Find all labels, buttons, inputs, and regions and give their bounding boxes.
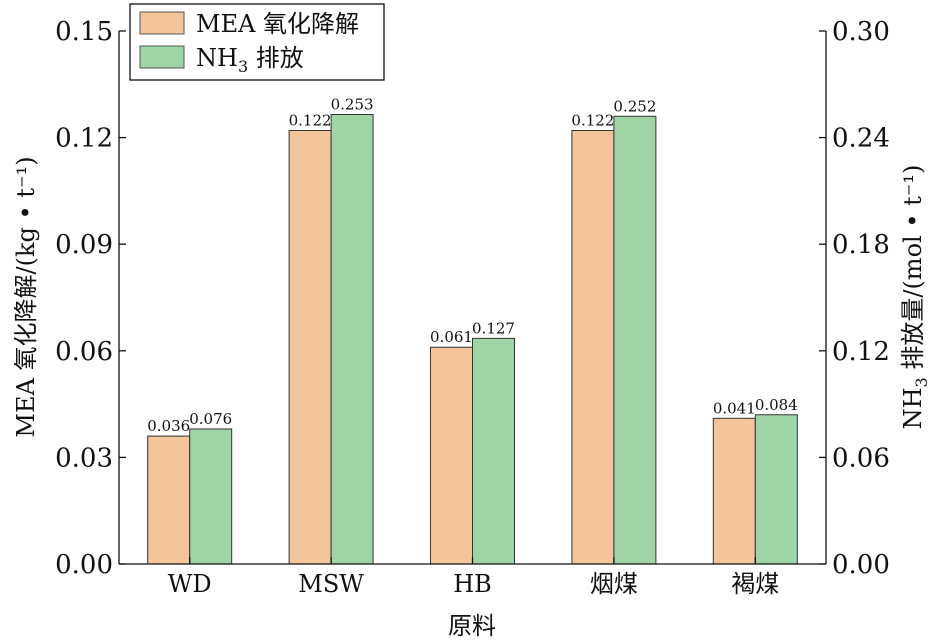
data-label-mea: 0.036 [147,417,190,435]
right-tick-label: 0.00 [832,550,890,580]
left-tick-label: 0.09 [55,230,113,260]
legend-label-nh3: NH3 排放 [196,44,304,76]
left-tick-label: 0.12 [55,124,113,154]
bar-mea [430,346,473,565]
bar-nh3 [189,428,233,565]
legend-label-mea: MEA 氧化降解 [196,10,359,38]
left-tick-label: 0.00 [55,550,113,580]
bar-mea [712,417,756,565]
left-tick-label: 0.03 [55,443,113,473]
data-label-nh3: 0.076 [189,410,232,428]
left-tick-label: 0.15 [55,17,113,47]
right-axis-title: NH3 排放量/(mol • t⁻¹) [899,165,931,430]
x-tick-label: 烟煤 [590,570,638,598]
bar-nh3 [472,337,515,565]
bar-mea [147,435,191,565]
data-label-nh3: 0.253 [331,96,374,114]
right-axis-title-prefix: NH [899,387,927,429]
x-tick-label: MSW [298,570,364,598]
bar-mea [571,129,615,565]
right-tick-label: 0.06 [832,443,890,473]
data-label-nh3: 0.084 [755,396,798,414]
data-label-mea: 0.122 [571,111,614,129]
left-tick-label: 0.06 [55,337,113,367]
right-axis-title-suffix: 排放量/(mol • t⁻¹) [899,165,927,378]
x-tick-label: HB [453,570,492,598]
legend: MEA 氧化降解 NH3 排放 [129,3,385,81]
right-tick-label: 0.18 [832,230,890,260]
data-label-nh3: 0.252 [613,97,656,115]
x-axis-ticks: WD MSW HB 烟煤 褐煤 [168,557,779,598]
left-axis-ticks: 0.00 0.03 0.06 0.09 0.12 0.15 [55,17,126,580]
bars-group [147,114,798,565]
legend-label-nh3-prefix: NH [196,44,238,72]
data-label-mea: 0.122 [289,111,332,129]
right-axis-title-subscript: 3 [912,377,931,387]
right-tick-label: 0.24 [832,124,890,154]
right-tick-label: 0.30 [832,17,890,47]
data-label-mea: 0.061 [430,328,473,346]
data-label-mea: 0.041 [713,399,756,417]
right-axis-ticks: 0.00 0.06 0.12 0.18 0.24 0.30 [819,17,890,580]
left-axis-title: MEA 氧化降解/(kg • t⁻¹) [12,156,40,437]
bar-nh3 [330,114,374,565]
right-tick-label: 0.12 [832,337,890,367]
x-tick-label: WD [168,570,212,598]
legend-swatch-mea [139,11,185,35]
legend-swatch-nh3 [139,45,185,69]
bar-nh3 [754,414,798,565]
x-tick-label: 褐煤 [731,570,779,598]
data-label-nh3: 0.127 [472,319,515,337]
x-axis-title: 原料 [448,612,496,640]
legend-label-nh3-subscript: 3 [238,57,248,76]
bar-mea [288,129,332,565]
legend-label-nh3-suffix: 排放 [248,44,304,72]
bar-nh3 [613,115,657,565]
